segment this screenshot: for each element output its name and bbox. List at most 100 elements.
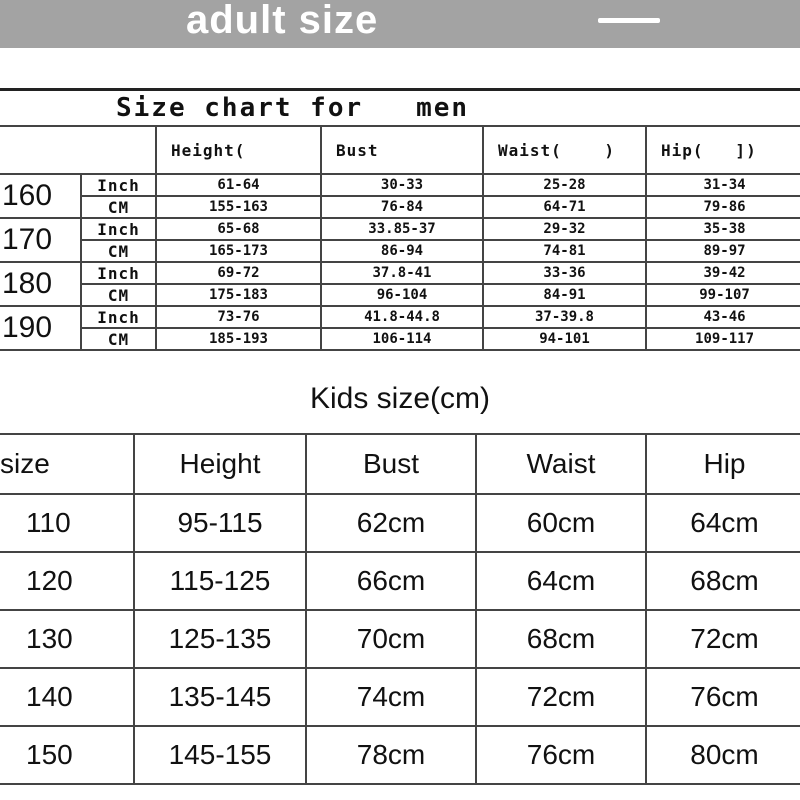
table-cell: 130 [0,609,135,669]
banner: adult size [0,0,800,48]
table-cell: 109-117 [644,327,800,351]
kids-row-130: 130 125-135 70cm 68cm 72cm [0,609,800,669]
table-cell: 185-193 [155,327,322,351]
table-cell: 43-46 [644,305,800,329]
kids-header-row: size Height Bust Waist Hip [0,433,800,495]
men-row-180-cm: CM 175-183 96-104 84-91 99-107 [0,283,800,307]
men-row-180-inch: 180 Inch 69-72 37.8-41 33-36 39-42 [0,261,800,307]
header-waist: Waist( ) [482,125,647,175]
table-cell: 120 [0,551,135,611]
table-cell: 78cm [305,725,477,785]
unit-label: CM [80,195,157,219]
kids-row-140: 140 135-145 74cm 72cm 76cm [0,667,800,727]
banner-dash [598,18,660,23]
banner-title: adult size [186,0,379,42]
table-cell: 72cm [475,667,647,727]
men-header-row: Height( Bust Waist( ) Hip( ]) [0,125,800,175]
men-table-title: Size chart for men [0,88,800,127]
table-cell: 73-76 [155,305,322,329]
table-cell: 70cm [305,609,477,669]
table-cell: 33.85-37 [320,217,484,241]
table-cell: 41.8-44.8 [320,305,484,329]
table-cell: 76-84 [320,195,484,219]
table-cell: 99-107 [644,283,800,307]
unit-label: Inch [80,305,157,329]
size-label: 190 [0,305,82,351]
header-bust: Bust [305,433,477,495]
unit-label: CM [80,239,157,263]
table-cell: 74cm [305,667,477,727]
header-size: size [0,433,135,495]
table-cell: 86-94 [320,239,484,263]
table-cell: 140 [0,667,135,727]
table-cell: 74-81 [482,239,647,263]
table-cell: 68cm [645,551,800,611]
men-row-160-cm: CM 155-163 76-84 64-71 79-86 [0,195,800,219]
men-row-190-inch: 190 Inch 73-76 41.8-44.8 37-39.8 43-46 [0,305,800,351]
men-size-table: Size chart for men Height( Bust Waist( )… [0,88,800,351]
table-cell: 175-183 [155,283,322,307]
table-cell: 165-173 [155,239,322,263]
header-hip: Hip [645,433,800,495]
unit-label: Inch [80,217,157,241]
unit-label: Inch [80,173,157,197]
table-cell: 76cm [645,667,800,727]
men-row-190-cm: CM 185-193 106-114 94-101 109-117 [0,327,800,351]
table-cell: 37-39.8 [482,305,647,329]
kids-row-110: 110 95-115 62cm 60cm 64cm [0,493,800,553]
men-row-170-inch: 170 Inch 65-68 33.85-37 29-32 35-38 [0,217,800,263]
kids-row-150: 150 145-155 78cm 76cm 80cm [0,725,800,785]
table-cell: 94-101 [482,327,647,351]
table-cell: 69-72 [155,261,322,285]
table-cell: 155-163 [155,195,322,219]
unit-label: Inch [80,261,157,285]
size-label: 160 [0,173,82,219]
men-row-170-cm: CM 165-173 86-94 74-81 89-97 [0,239,800,263]
table-cell: 96-104 [320,283,484,307]
table-cell: 66cm [305,551,477,611]
header-hip: Hip( ]) [644,125,800,175]
table-cell: 64cm [475,551,647,611]
kids-table-title: Kids size(cm) [309,382,490,415]
table-cell: 31-34 [644,173,800,197]
table-cell: 79-86 [644,195,800,219]
table-cell: 135-145 [133,667,307,727]
table-cell: 61-64 [155,173,322,197]
header-height: Height( [155,125,322,175]
size-label: 180 [0,261,82,307]
table-cell: 89-97 [644,239,800,263]
kids-size-table: size Height Bust Waist Hip 110 95-115 62cm… [0,433,800,785]
table-cell: 115-125 [133,551,307,611]
table-cell: 80cm [645,725,800,785]
table-cell: 68cm [475,609,647,669]
men-row-160-inch: 160 Inch 61-64 30-33 25-28 31-34 [0,173,800,219]
kids-row-120: 120 115-125 66cm 64cm 68cm [0,551,800,611]
table-cell: 64cm [645,493,800,553]
table-cell: 25-28 [482,173,647,197]
header-height: Height [133,433,307,495]
table-cell: 145-155 [133,725,307,785]
table-cell: 110 [0,493,135,553]
table-cell: 30-33 [320,173,484,197]
header-bust: Bust [320,125,484,175]
size-label: 170 [0,217,82,263]
table-cell: 125-135 [133,609,307,669]
table-cell: 95-115 [133,493,307,553]
table-cell: 150 [0,725,135,785]
table-cell: 39-42 [644,261,800,285]
table-cell: 62cm [305,493,477,553]
unit-label: CM [80,327,157,351]
table-cell: 106-114 [320,327,484,351]
table-cell: 35-38 [644,217,800,241]
table-cell: 84-91 [482,283,647,307]
table-cell: 37.8-41 [320,261,484,285]
table-cell: 29-32 [482,217,647,241]
unit-label: CM [80,283,157,307]
table-cell: 76cm [475,725,647,785]
table-cell: 64-71 [482,195,647,219]
table-cell: 33-36 [482,261,647,285]
table-cell: 60cm [475,493,647,553]
table-cell: 72cm [645,609,800,669]
header-waist: Waist [475,433,647,495]
table-cell: 65-68 [155,217,322,241]
